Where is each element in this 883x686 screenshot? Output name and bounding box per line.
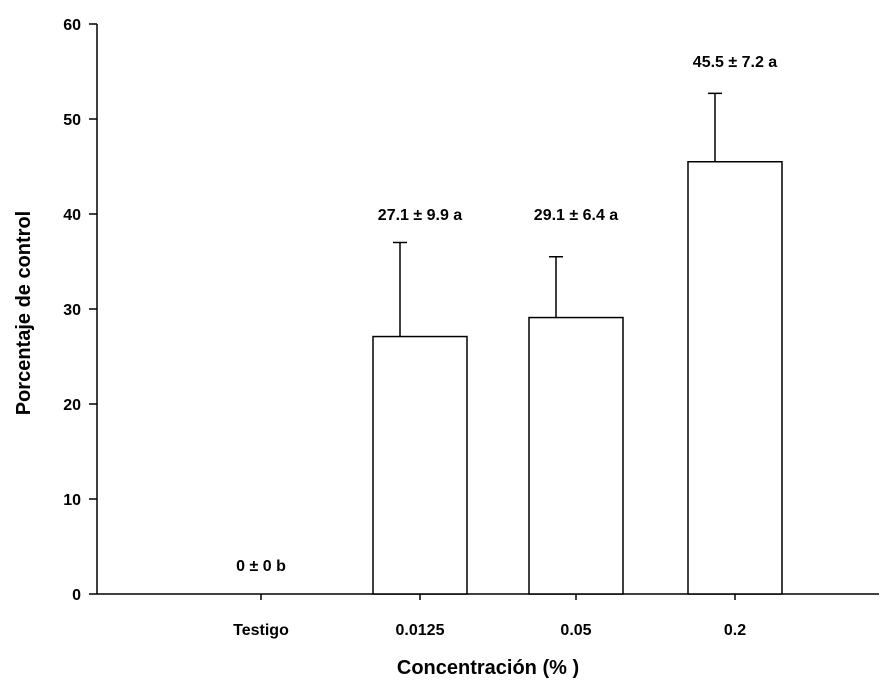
y-axis-title: Porcentaje de control (13, 211, 35, 416)
x-tick-label: 0.2 (724, 622, 746, 639)
x-tick-label: Testigo (233, 622, 289, 639)
data-label: 29.1 ± 6.4 a (534, 207, 619, 224)
bar (372, 335, 468, 595)
x-tick-label: 0.05 (560, 622, 591, 639)
x-axis-tick-labels: Testigo 0.0125 0.05 0.2 (233, 594, 746, 639)
y-tick-label: 0 (72, 587, 81, 604)
y-tick-label: 10 (63, 492, 81, 509)
y-tick-label: 60 (63, 17, 81, 34)
y-tick-label: 30 (63, 302, 81, 319)
data-label: 45.5 ± 7.2 a (693, 54, 778, 71)
y-tick-label: 50 (63, 112, 81, 129)
bar (528, 316, 624, 595)
data-label: 0 ± 0 b (236, 558, 286, 575)
y-tick-label: 20 (63, 397, 81, 414)
x-tick-label: 0.0125 (396, 622, 445, 639)
y-tick-label: 40 (63, 207, 81, 224)
y-axis-ticks: 0 10 20 30 40 50 60 (63, 17, 97, 604)
data-labels: 0 ± 0 b 27.1 ± 9.9 a 29.1 ± 6.4 a 45.5 ± 7.… (236, 54, 777, 575)
x-axis-title: Concentración (% ) (397, 657, 579, 679)
bars (372, 92, 783, 595)
bar (687, 161, 783, 595)
data-label: 27.1 ± 9.9 a (378, 207, 463, 224)
